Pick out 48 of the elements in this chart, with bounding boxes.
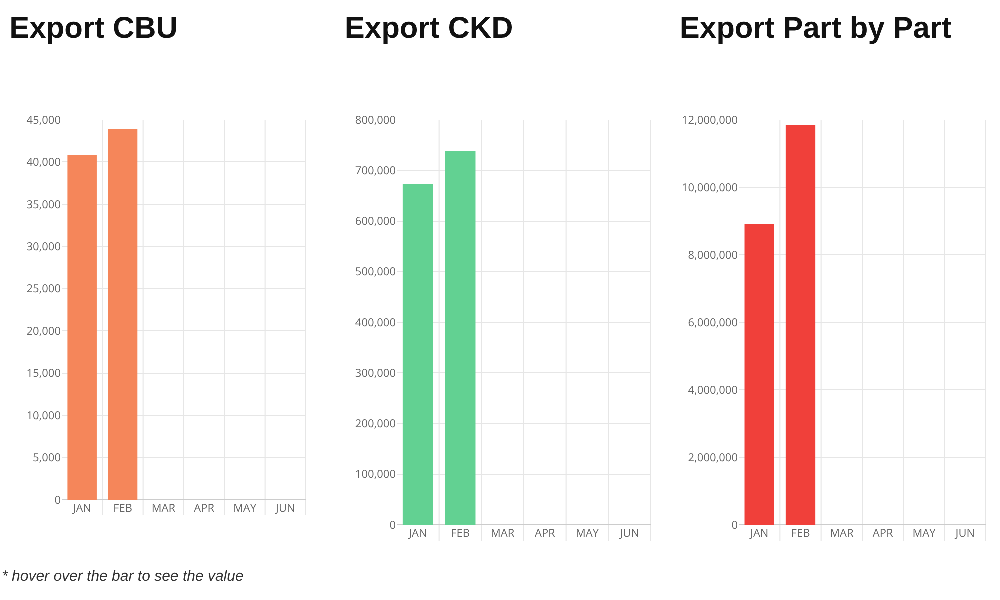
chart-title: Export Part by Part bbox=[680, 12, 952, 45]
y-tick-label: 0 bbox=[732, 518, 738, 533]
y-tick-label: 4,000,000 bbox=[688, 382, 738, 398]
y-tick-label: 0 bbox=[390, 518, 396, 533]
y-tick-label: 45,000 bbox=[26, 112, 61, 128]
x-tick-label: APR bbox=[194, 501, 215, 516]
x-tick-label: FEB bbox=[791, 526, 810, 541]
y-tick-label: 0 bbox=[54, 492, 61, 508]
x-tick-label: JAN bbox=[408, 526, 428, 541]
y-tick-label: 10,000 bbox=[26, 408, 61, 424]
y-tick-label: 700,000 bbox=[355, 163, 396, 178]
y-tick-label: 35,000 bbox=[26, 197, 61, 212]
x-tick-label: APR bbox=[534, 526, 556, 541]
y-tick-label: 8,000,000 bbox=[688, 248, 738, 263]
x-tick-label: MAY bbox=[576, 526, 600, 541]
y-tick-label: 20,000 bbox=[26, 324, 61, 339]
y-tick-label: 10,000,000 bbox=[682, 180, 738, 196]
y-tick-label: 100,000 bbox=[355, 467, 396, 482]
x-tick-label: FEB bbox=[451, 526, 470, 541]
y-tick-label: 5,000 bbox=[32, 450, 61, 466]
y-tick-label: 25,000 bbox=[26, 282, 61, 297]
y-tick-label: 40,000 bbox=[26, 155, 61, 170]
y-tick-label: 200,000 bbox=[355, 416, 396, 432]
y-tick-label: 12,000,000 bbox=[682, 112, 738, 128]
y-tick-label: 400,000 bbox=[355, 315, 396, 330]
x-tick-label: MAR bbox=[491, 526, 515, 541]
y-tick-label: 6,000,000 bbox=[688, 315, 738, 330]
x-tick-label: MAR bbox=[830, 526, 854, 541]
text: * hover over the bar to see the value bbox=[2, 568, 244, 585]
x-tick-label: MAY bbox=[234, 501, 258, 516]
x-tick-label: JAN bbox=[749, 526, 769, 541]
y-tick-label: 2,000,000 bbox=[688, 450, 738, 466]
x-tick-label: JUN bbox=[619, 526, 640, 541]
x-tick-label: JAN bbox=[72, 501, 92, 516]
x-tick-label: APR bbox=[872, 526, 894, 541]
x-tick-label: FEB bbox=[114, 501, 132, 516]
y-tick-label: 15,000 bbox=[26, 366, 61, 382]
x-tick-label: JUN bbox=[954, 526, 976, 541]
y-tick-label: 300,000 bbox=[355, 366, 396, 381]
x-tick-label: MAY bbox=[912, 526, 937, 541]
y-tick-label: 30,000 bbox=[26, 240, 61, 255]
y-tick-label: 500,000 bbox=[355, 264, 396, 280]
x-tick-label: MAR bbox=[152, 501, 176, 516]
chart-title: Export CBU bbox=[10, 12, 178, 45]
y-tick-label: 600,000 bbox=[355, 214, 396, 230]
y-tick-label: 800,000 bbox=[355, 112, 396, 128]
chart-title: Export CKD bbox=[344, 12, 514, 45]
x-tick-label: JUN bbox=[275, 501, 296, 516]
